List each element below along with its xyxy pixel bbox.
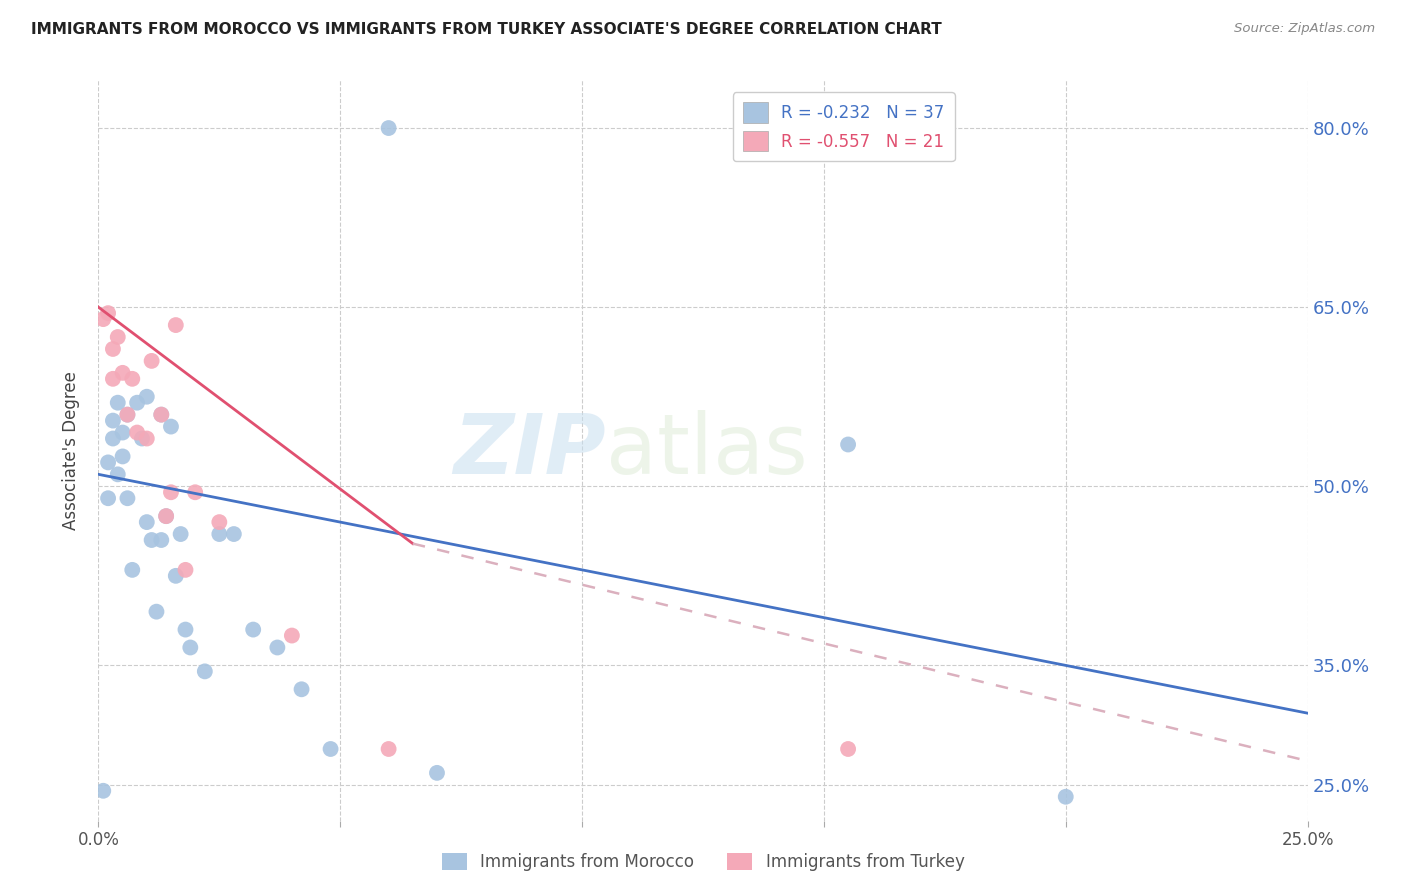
Point (101, 342, 124, 356)
Point (194, 665, 217, 679)
Point (107, 395, 129, 409)
Point (117, 491, 139, 506)
Point (319, 742, 342, 756)
Point (242, 623, 264, 637)
Point (837, 437, 859, 451)
Text: IMMIGRANTS FROM MOROCCO VS IMMIGRANTS FROM TURKEY ASSOCIATE'S DEGREE CORRELATION: IMMIGRANTS FROM MOROCCO VS IMMIGRANTS FR… (31, 22, 942, 37)
Point (174, 563, 197, 577)
Point (222, 527, 245, 541)
Text: Source: ZipAtlas.com: Source: ZipAtlas.com (1234, 22, 1375, 36)
Point (150, 408, 173, 422)
Point (290, 682, 312, 697)
Point (837, 742, 859, 756)
Point (160, 419, 183, 434)
Point (117, 408, 139, 422)
Point (165, 569, 187, 583)
Point (155, 509, 177, 524)
Point (179, 640, 201, 655)
Point (1054, 789, 1077, 804)
Point (169, 527, 191, 541)
Point (208, 527, 231, 541)
Text: atlas: atlas (606, 410, 808, 491)
Point (111, 425, 134, 440)
Point (135, 432, 157, 446)
Point (160, 485, 183, 500)
Legend: Immigrants from Morocco, Immigrants from Turkey: Immigrants from Morocco, Immigrants from… (433, 845, 973, 880)
Point (155, 509, 177, 524)
Point (266, 640, 288, 655)
Point (377, 121, 399, 136)
Text: ZIP: ZIP (454, 410, 606, 491)
Point (131, 432, 153, 446)
Point (97, 491, 120, 506)
Point (165, 318, 187, 332)
Point (91, 784, 114, 798)
Point (174, 623, 197, 637)
Point (127, 425, 149, 440)
Point (150, 408, 173, 422)
Point (135, 390, 157, 404)
Point (377, 742, 399, 756)
Y-axis label: Associate's Degree: Associate's Degree (62, 371, 80, 530)
Point (111, 450, 134, 464)
Point (91, 312, 114, 326)
Point (107, 467, 129, 482)
Point (208, 515, 231, 529)
Point (184, 485, 207, 500)
Point (97, 306, 120, 320)
Point (101, 432, 124, 446)
Point (107, 330, 129, 344)
Point (141, 533, 163, 547)
Point (101, 414, 124, 428)
Point (141, 354, 163, 368)
Point (145, 605, 167, 619)
Point (121, 372, 143, 386)
Point (127, 395, 149, 409)
Legend: R = -0.232   N = 37, R = -0.557   N = 21: R = -0.232 N = 37, R = -0.557 N = 21 (733, 92, 955, 161)
Point (426, 765, 449, 780)
Point (101, 372, 124, 386)
Point (97, 455, 120, 469)
Point (111, 366, 134, 380)
Point (135, 515, 157, 529)
Point (121, 563, 143, 577)
Point (150, 533, 173, 547)
Point (117, 408, 139, 422)
Point (281, 628, 304, 642)
